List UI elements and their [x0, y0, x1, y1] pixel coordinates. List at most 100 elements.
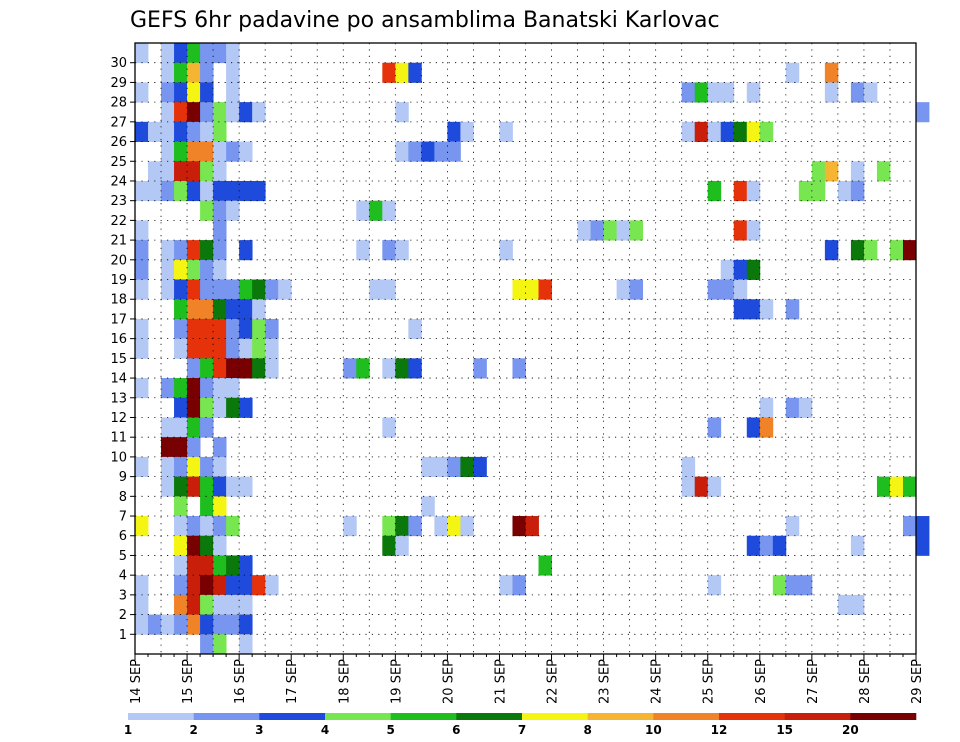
heatmap-cell: [811, 161, 826, 182]
heatmap-cell: [200, 555, 214, 576]
heatmap-cell: [707, 82, 722, 103]
colorbar-label: 1: [124, 723, 132, 737]
heatmap-cell: [187, 476, 201, 497]
y-tick-label: 1: [119, 628, 127, 643]
heatmap-cell: [382, 358, 396, 379]
heatmap-cell: [382, 535, 396, 556]
heatmap-cell: [174, 318, 188, 340]
heatmap-cell: [916, 535, 930, 556]
y-tick-label: 27: [110, 115, 127, 130]
colorbar-label: 15: [776, 723, 793, 737]
heatmap-cell: [512, 575, 526, 596]
heatmap-cell: [187, 397, 201, 418]
heatmap-cell: [161, 43, 175, 64]
y-tick-label: 12: [110, 411, 127, 426]
heatmap-cell: [733, 121, 748, 142]
heatmap-cell: [226, 102, 240, 123]
heatmap-cell: [174, 338, 188, 359]
heatmap-cell: [135, 594, 149, 615]
heatmap-cell: [200, 299, 214, 320]
heatmap-cell: [395, 102, 409, 123]
heatmap-cell: [733, 299, 748, 320]
heatmap-cell: [733, 180, 748, 202]
heatmap-cell: [161, 180, 175, 202]
colorbar-swatch: [259, 713, 326, 720]
heatmap-cell: [863, 82, 878, 103]
heatmap-cell: [187, 240, 201, 261]
heatmap-cell: [161, 141, 175, 162]
heatmap-cell: [408, 318, 422, 340]
heatmap-cell: [369, 200, 383, 221]
heatmap-cell: [187, 318, 201, 340]
x-tick-label: 16 SEP: [233, 659, 248, 704]
heatmap-cell: [161, 279, 175, 300]
heatmap-cell: [161, 437, 175, 458]
heatmap-cell: [200, 535, 214, 556]
heatmap-cell: [174, 476, 188, 497]
heatmap-cell: [785, 397, 800, 418]
heatmap-cell: [382, 417, 396, 438]
x-tick-label: 24 SEP: [650, 659, 665, 704]
heatmap-cell: [720, 121, 735, 142]
heatmap-cell: [512, 358, 526, 379]
heatmap-cell: [161, 417, 175, 438]
heatmap-cell: [226, 180, 240, 202]
heatmap-cell: [434, 516, 448, 537]
colorbar-swatch: [522, 713, 588, 720]
y-tick-label: 4: [119, 569, 127, 584]
heatmap-cell: [135, 240, 149, 261]
heatmap-cell: [213, 535, 227, 556]
heatmap-cell: [746, 535, 761, 556]
heatmap-cell: [226, 299, 240, 320]
heatmap-cell: [213, 180, 227, 202]
y-tick-label: 3: [119, 588, 127, 603]
heatmap-cell: [213, 259, 227, 280]
heatmap-cell: [902, 240, 917, 261]
heatmap-cell: [720, 279, 735, 300]
heatmap-cell: [135, 318, 149, 340]
heatmap-cell: [265, 358, 279, 379]
heatmap-cell: [174, 259, 188, 280]
heatmap-cell: [265, 318, 279, 340]
heatmap-cell: [850, 240, 865, 261]
x-tick-label: 23 SEP: [598, 659, 613, 704]
heatmap-cell: [174, 496, 188, 517]
heatmap-cell: [785, 575, 800, 596]
heatmap-cell: [226, 555, 240, 576]
heatmap-cell: [135, 43, 149, 64]
heatmap-cell: [447, 456, 461, 478]
heatmap-cell: [200, 476, 214, 497]
heatmap-cell: [798, 180, 813, 202]
y-tick-label: 8: [119, 490, 127, 505]
heatmap-cell: [239, 141, 253, 162]
heatmap-cell: [226, 516, 240, 537]
heatmap-cell: [200, 358, 214, 379]
x-tick-label: 26 SEP: [754, 659, 769, 704]
heatmap-cell: [707, 121, 722, 142]
heatmap-cell: [252, 318, 266, 340]
heatmap-cell: [707, 476, 722, 497]
y-tick-label: 23: [110, 194, 127, 209]
heatmap-cell: [174, 417, 188, 438]
colorbar-swatch: [587, 713, 654, 720]
heatmap-cell: [187, 259, 201, 280]
heatmap-cell: [200, 102, 214, 123]
heatmap-cell: [187, 338, 201, 359]
heatmap-cell: [213, 299, 227, 320]
heatmap-cell: [213, 555, 227, 576]
heatmap-cell: [174, 240, 188, 261]
heatmap-cell: [707, 180, 722, 202]
heatmap-cell: [200, 180, 214, 202]
heatmap-cell: [876, 161, 891, 182]
heatmap-cell: [382, 516, 396, 537]
heatmap-cell: [226, 43, 240, 64]
heatmap-cell: [824, 161, 839, 182]
y-tick-label: 2: [119, 608, 127, 623]
colorbar-label: 2: [189, 723, 197, 737]
heatmap-cell: [252, 279, 266, 300]
heatmap-cell: [213, 43, 227, 64]
heatmap-cell: [135, 259, 149, 280]
heatmap-cell: [694, 121, 709, 142]
colorbar-label: 12: [711, 723, 728, 737]
